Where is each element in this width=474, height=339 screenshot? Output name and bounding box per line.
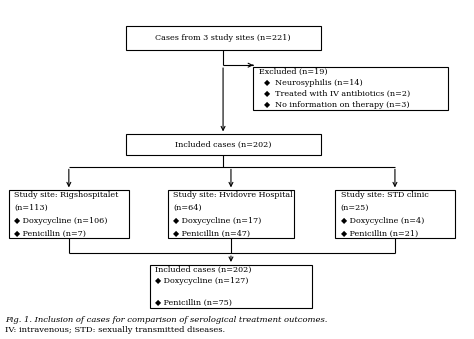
FancyBboxPatch shape [126, 134, 320, 155]
Text: (n=113): (n=113) [15, 204, 48, 212]
Text: ◆  No information on therapy (n=3): ◆ No information on therapy (n=3) [259, 101, 410, 109]
Text: Study site: Hvidovre Hospital: Study site: Hvidovre Hospital [173, 191, 293, 199]
Text: Study site: STD clinic: Study site: STD clinic [341, 191, 428, 199]
Text: IV: intravenous; STD: sexually transmitted diseases.: IV: intravenous; STD: sexually transmitt… [5, 326, 225, 334]
Text: ◆ Penicillin (n=7): ◆ Penicillin (n=7) [15, 230, 86, 237]
Text: ◆  Neurosyphilis (n=14): ◆ Neurosyphilis (n=14) [259, 79, 363, 86]
Text: Included cases (n=202): Included cases (n=202) [175, 141, 271, 148]
Text: Excluded (n=19): Excluded (n=19) [259, 67, 328, 76]
Text: (n=64): (n=64) [173, 204, 202, 212]
Text: ◆  Treated with IV antibiotics (n=2): ◆ Treated with IV antibiotics (n=2) [259, 89, 410, 98]
FancyBboxPatch shape [126, 26, 320, 50]
Text: Study site: Rigshospitalet: Study site: Rigshospitalet [15, 191, 119, 199]
FancyBboxPatch shape [335, 190, 455, 238]
Text: ◆ Doxycycline (n=4): ◆ Doxycycline (n=4) [341, 217, 424, 225]
Text: ◆ Doxycycline (n=127): ◆ Doxycycline (n=127) [155, 277, 249, 285]
FancyBboxPatch shape [150, 265, 312, 308]
FancyBboxPatch shape [168, 190, 294, 238]
Text: Included cases (n=202): Included cases (n=202) [155, 266, 252, 274]
Text: ◆ Doxycycline (n=17): ◆ Doxycycline (n=17) [173, 217, 262, 225]
Text: Cases from 3 study sites (n=221): Cases from 3 study sites (n=221) [155, 34, 291, 42]
Text: ◆ Penicillin (n=21): ◆ Penicillin (n=21) [341, 230, 418, 237]
Text: Fig. 1. Inclusion of cases for comparison of serological treatment outcomes.: Fig. 1. Inclusion of cases for compariso… [5, 316, 327, 324]
Text: ◆ Penicillin (n=47): ◆ Penicillin (n=47) [173, 230, 250, 237]
Text: (n=25): (n=25) [341, 204, 369, 212]
Text: ◆ Penicillin (n=75): ◆ Penicillin (n=75) [155, 299, 232, 307]
FancyBboxPatch shape [9, 190, 129, 238]
FancyBboxPatch shape [253, 66, 448, 110]
Text: ◆ Doxycycline (n=106): ◆ Doxycycline (n=106) [15, 217, 108, 225]
